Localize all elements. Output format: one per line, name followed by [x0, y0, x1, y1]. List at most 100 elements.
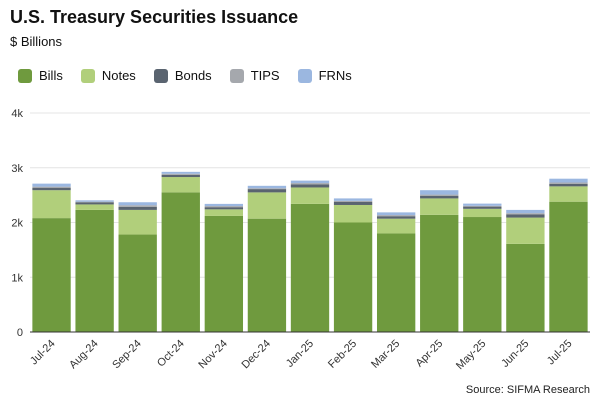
bar-segment-bills [549, 201, 588, 332]
bar-segment-bills [161, 192, 200, 332]
bar-segment-frns [75, 200, 114, 202]
bar-segment-tips [118, 205, 157, 207]
bar-segment-frns [118, 202, 157, 206]
legend-swatch-bills [18, 68, 32, 83]
bar-segment-bonds [333, 201, 373, 205]
bar-segment-bonds [376, 216, 416, 219]
source-note: Source: SIFMA Research [465, 384, 590, 396]
bar-segment-bills [75, 209, 114, 332]
legend-swatch-bonds [153, 68, 168, 83]
bar-segment-notes [506, 217, 545, 244]
x-tick-label: Jul-25 [545, 338, 575, 368]
x-tick-label: Nov-24 [196, 338, 230, 372]
bar-segment-bills [118, 234, 157, 332]
bar-segment-notes [247, 192, 287, 219]
legend-label-bonds: Bonds [174, 68, 212, 83]
chart-subtitle: $ Billions [10, 34, 63, 49]
x-tick-label: Jun-25 [499, 338, 531, 370]
legend-swatch-tips [229, 68, 244, 83]
bar-segment-bills [333, 222, 373, 332]
bar-segment-bonds [161, 174, 200, 178]
legend-label-tips: TIPS [250, 68, 280, 83]
bar-segment-bonds [420, 195, 459, 199]
bar-segment-bills [290, 203, 330, 332]
bar-segment-tips [333, 200, 373, 202]
legend-label-notes: Notes [101, 68, 136, 83]
bar-segment-tips [75, 201, 114, 203]
x-tick-label: Feb-25 [326, 338, 359, 371]
bar-segment-frns [420, 190, 459, 195]
bar-segment-notes [32, 190, 71, 219]
bar-segment-tips [420, 194, 459, 196]
bar-segment-bonds [118, 206, 157, 210]
bar-segment-frns [247, 185, 287, 189]
y-tick-label: 4k [11, 108, 23, 120]
bar-segment-bills [420, 214, 459, 332]
bar-segment-bonds [75, 202, 114, 205]
bar-segment-tips [32, 186, 71, 189]
y-tick-label: 3k [11, 163, 23, 175]
bar-segment-tips [204, 206, 244, 208]
bar-segment-tips [247, 188, 287, 190]
bar-segment-bonds [290, 184, 330, 188]
legend-swatch-notes [80, 68, 95, 83]
bar-segment-notes [420, 198, 459, 215]
x-tick-label: Sep-24 [110, 338, 144, 372]
bar-segment-frns [204, 203, 244, 207]
bar-segment-tips [290, 183, 330, 185]
bar-segment-tips [463, 205, 502, 207]
x-tick-label: Jan-25 [284, 338, 316, 370]
legend-item-bills[interactable]: Bills [18, 68, 63, 83]
bar-segment-frns [506, 209, 545, 214]
bar-segment-bonds [549, 183, 588, 187]
legend-item-tips[interactable]: TIPS [229, 68, 280, 83]
bar-segment-bonds [463, 206, 502, 209]
bar-segment-frns [32, 183, 71, 187]
x-tick-label: Oct-24 [155, 338, 187, 370]
bar-segment-notes [75, 204, 114, 210]
bar-segment-frns [549, 178, 588, 183]
bar-segment-notes [549, 186, 588, 202]
chart-title: U.S. Treasury Securities Issuance [10, 7, 299, 27]
bar-segment-bonds [506, 214, 545, 218]
bar-segment-notes [161, 177, 200, 193]
y-tick-label: 2k [11, 218, 23, 230]
bar-segment-notes [290, 187, 330, 204]
bar-segment-bills [247, 218, 287, 332]
bar-segment-frns [463, 203, 502, 206]
bar-segment-tips [161, 173, 200, 175]
legend: Bills Notes Bonds TIPS FRNs [18, 68, 370, 83]
bar-segment-tips [376, 215, 416, 217]
legend-swatch-frns [297, 68, 312, 83]
x-tick-label: Mar-25 [369, 338, 402, 371]
bar-segment-notes [376, 218, 416, 234]
bar-segment-notes [118, 209, 157, 235]
bar-segment-bonds [204, 207, 244, 210]
x-tick-label: May-25 [454, 338, 488, 372]
x-tick-label: Dec-24 [239, 338, 273, 372]
y-tick-label: 1k [11, 272, 23, 284]
legend-item-notes[interactable]: Notes [80, 68, 136, 83]
legend-item-frns[interactable]: FRNs [297, 68, 352, 83]
bar-segment-frns [376, 212, 416, 216]
bar-segment-notes [333, 204, 373, 223]
x-tick-label: Aug-24 [67, 338, 101, 372]
bar-segment-bills [204, 215, 244, 332]
bar-segment-frns [290, 180, 330, 184]
bar-segment-frns [161, 171, 200, 174]
bar-segment-bills [376, 233, 416, 332]
bar-segment-bills [506, 243, 545, 332]
bar-segment-tips [506, 213, 545, 215]
x-tick-label: Jul-24 [28, 338, 58, 368]
y-tick-label: 0 [17, 327, 23, 339]
bar-segment-bonds [32, 188, 71, 191]
legend-label-bills: Bills [39, 68, 63, 83]
legend-label-frns: FRNs [318, 68, 352, 83]
x-tick-label: Apr-25 [414, 338, 446, 370]
bar-segment-bonds [247, 189, 287, 193]
bar-segment-bills [463, 217, 502, 332]
legend-item-bonds[interactable]: Bonds [153, 68, 212, 83]
bar-segment-notes [204, 209, 244, 216]
